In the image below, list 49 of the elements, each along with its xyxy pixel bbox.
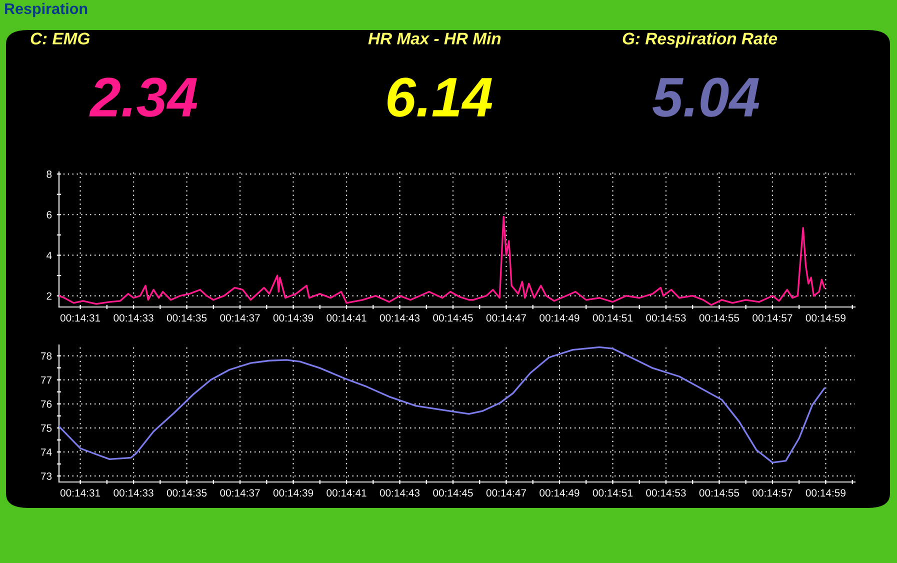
y-tick-label: 74 <box>41 448 52 456</box>
x-tick-label: 00:14:31 <box>60 489 100 497</box>
x-tick-label: 00:14:41 <box>326 489 366 497</box>
y-tick-label: 78 <box>41 352 52 360</box>
y-tick-label: 8 <box>46 170 52 178</box>
x-tick-label: 00:14:55 <box>699 489 740 497</box>
x-tick-label: 00:14:39 <box>273 314 314 322</box>
text: G: Respiration Rate <box>622 32 778 48</box>
x-tick-label: 00:14:59 <box>806 489 846 497</box>
text: Respiration <box>5 2 88 18</box>
x-tick-label: 00:14:45 <box>433 489 473 497</box>
x-tick-label: 00:14:37 <box>220 489 260 497</box>
x-tick-label: 00:14:49 <box>540 314 580 322</box>
x-tick-label: 00:14:41 <box>326 314 366 322</box>
x-tick-label: 00:14:43 <box>380 314 420 322</box>
x-tick-label: 00:14:47 <box>486 489 526 497</box>
x-tick-label: 00:14:35 <box>166 489 207 497</box>
text: 5.04 <box>652 78 760 117</box>
x-tick-label: 00:14:53 <box>646 489 686 497</box>
x-tick-label: 00:14:35 <box>166 314 207 322</box>
x-tick-label: 00:14:31 <box>60 314 100 322</box>
x-tick-label: 00:14:37 <box>220 314 260 322</box>
x-tick-label: 00:14:47 <box>486 314 526 322</box>
text: 6.14 <box>388 78 492 117</box>
x-tick-label: 00:14:57 <box>752 314 792 322</box>
x-tick-label: 00:14:57 <box>752 489 792 497</box>
x-tick-label: 00:14:51 <box>592 489 633 497</box>
y-tick-label: 73 <box>41 472 52 480</box>
x-tick-label: 00:14:33 <box>114 314 154 322</box>
y-tick-label: 2 <box>46 292 52 300</box>
line-series <box>59 216 826 306</box>
x-tick-label: 00:14:51 <box>592 314 633 322</box>
y-tick-label: 77 <box>41 376 52 384</box>
x-tick-label: 00:14:39 <box>273 489 314 497</box>
x-tick-label: 00:14:55 <box>699 314 740 322</box>
x-tick-label: 00:14:45 <box>433 314 473 322</box>
y-tick-label: 76 <box>41 400 52 408</box>
line-series <box>59 346 826 464</box>
y-tick-label: 4 <box>46 252 52 260</box>
x-tick-label: 00:14:49 <box>540 489 580 497</box>
text: HR Max - HR Min <box>368 32 501 44</box>
x-tick-label: 00:14:33 <box>114 489 154 497</box>
y-tick-label: 75 <box>41 424 52 432</box>
y-tick-label: 6 <box>46 211 52 219</box>
x-tick-label: 00:14:43 <box>380 489 420 497</box>
x-tick-label: 00:14:59 <box>806 314 846 322</box>
text: 2.34 <box>89 78 198 117</box>
x-tick-label: 00:14:53 <box>646 314 686 322</box>
text: C: EMG <box>30 32 90 44</box>
